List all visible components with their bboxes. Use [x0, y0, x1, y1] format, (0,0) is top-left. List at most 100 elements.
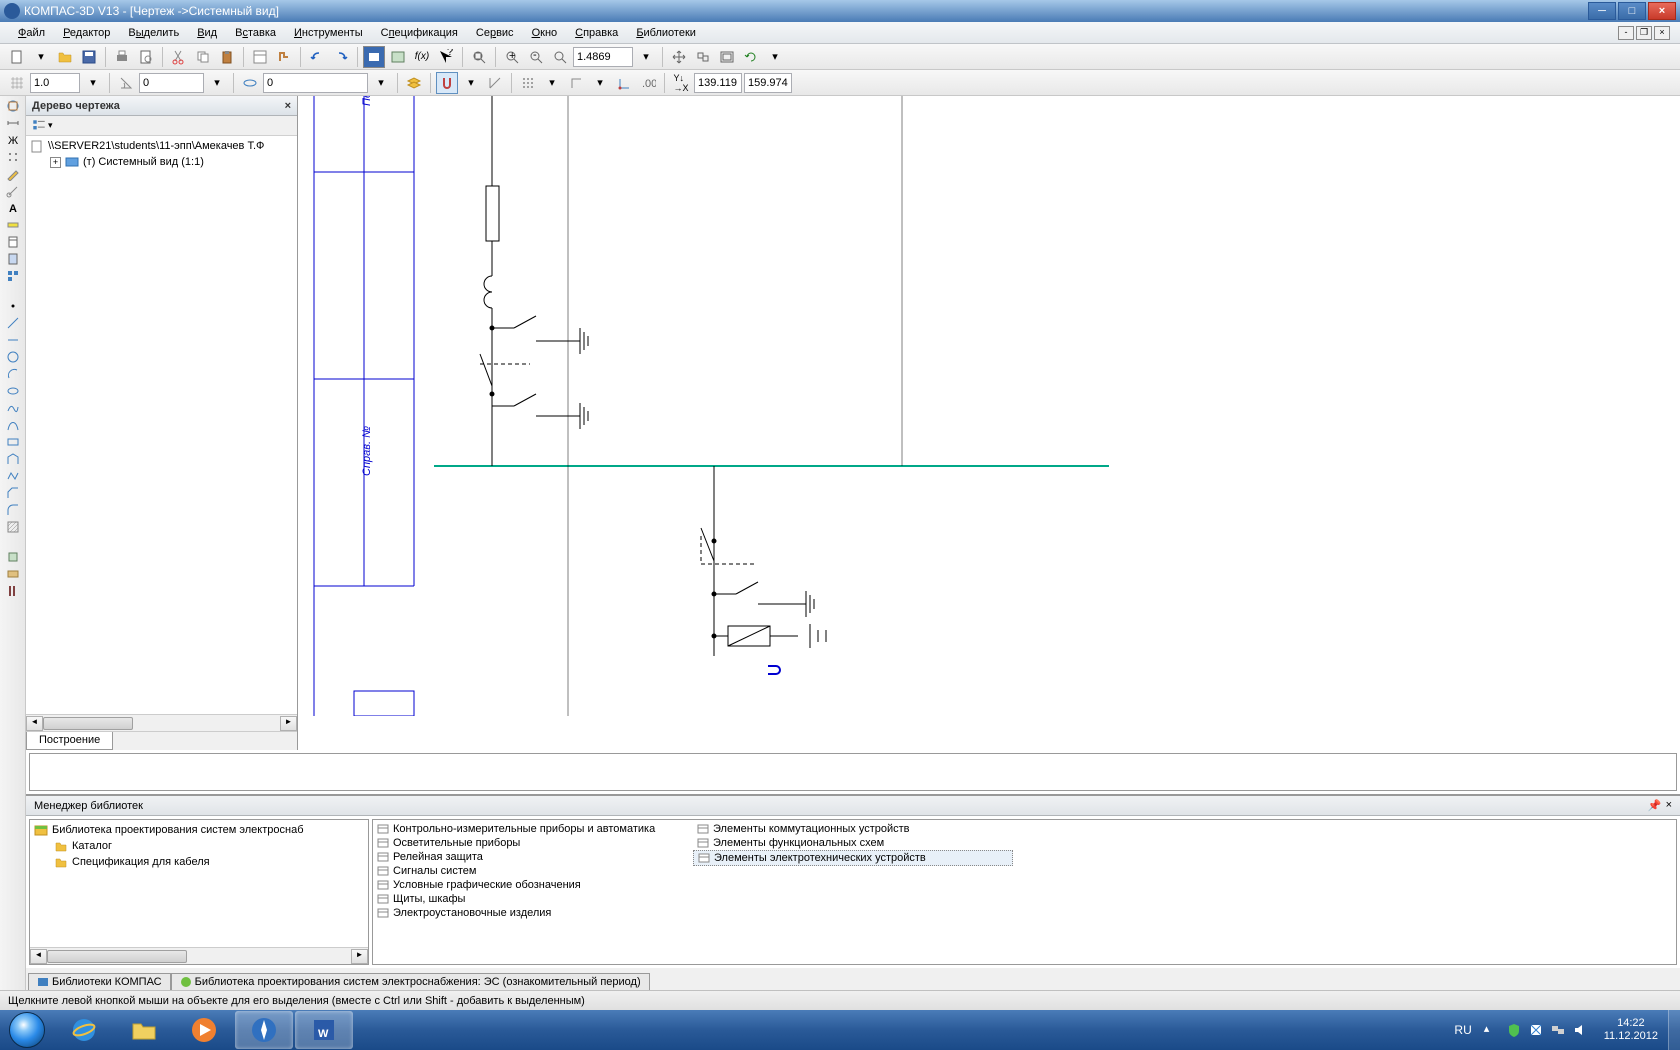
zoom-window-button[interactable] — [549, 46, 571, 68]
ortho-button[interactable] — [565, 72, 587, 94]
open-button[interactable] — [54, 46, 76, 68]
tree-scroll-left[interactable]: ◄ — [26, 716, 43, 731]
lib-tool[interactable] — [2, 583, 24, 599]
mdi-minimize-button[interactable]: - — [1618, 26, 1634, 40]
preview-button[interactable] — [135, 46, 157, 68]
properties-button[interactable] — [249, 46, 271, 68]
menu-Инструменты[interactable]: Инструменты — [286, 25, 371, 41]
redo-button[interactable] — [330, 46, 352, 68]
tray-clock[interactable]: 14:22 11.12.2012 — [1594, 1017, 1668, 1043]
libmgr-tree-item[interactable]: Каталог — [32, 838, 366, 854]
zoom-out-button[interactable]: - — [525, 46, 547, 68]
menu-Окно[interactable]: Окно — [524, 25, 566, 41]
hatch-tool[interactable] — [2, 519, 24, 535]
tree-close-button[interactable]: × — [285, 100, 291, 112]
designation-tool[interactable]: Ж — [2, 132, 24, 148]
angle-dropdown[interactable]: ▾ — [206, 72, 228, 94]
libmgr-pin-button[interactable]: 📌 — [1648, 799, 1662, 812]
tray-flag-icon[interactable] — [1528, 1022, 1544, 1038]
tree-expand-button[interactable]: + — [50, 157, 61, 168]
help-button[interactable]: ? — [435, 46, 457, 68]
start-button[interactable] — [0, 1010, 54, 1050]
tree-body[interactable]: \\SERVER21\students\11-эпп\Амекачев Т.Ф … — [26, 136, 297, 714]
refresh-dropdown-button[interactable]: ▾ — [764, 46, 786, 68]
libmgr-item[interactable]: Осветительные приборы — [373, 836, 693, 850]
bezier-tool[interactable] — [2, 417, 24, 433]
libmgr-item[interactable]: Релейная защита — [373, 850, 693, 864]
style-dropdown[interactable]: ▾ — [370, 72, 392, 94]
libmgr-item[interactable]: Щиты, шкафы — [373, 892, 693, 906]
libmgr-item[interactable]: Электроустановочные изделия — [373, 906, 693, 920]
print-button[interactable] — [111, 46, 133, 68]
zoom-input[interactable] — [573, 47, 633, 67]
libmgr-item[interactable]: Условные графические обозначения — [373, 878, 693, 892]
tree-scroll-right[interactable]: ► — [280, 716, 297, 731]
libmgr-item[interactable]: Сигналы систем — [373, 864, 693, 878]
menu-Файл[interactable]: Файл — [10, 25, 53, 41]
tree-scroll-track[interactable] — [43, 716, 280, 731]
menu-Сервис[interactable]: Сервис — [468, 25, 522, 41]
tree-tab[interactable]: Построение — [26, 732, 113, 750]
zoom-in-button[interactable]: + — [501, 46, 523, 68]
chamfer-tool[interactable] — [2, 485, 24, 501]
hline-tool[interactable] — [2, 332, 24, 348]
mdi-restore-button[interactable]: ❐ — [1636, 26, 1652, 40]
dimension-button[interactable] — [484, 72, 506, 94]
tray-up-icon[interactable]: ▴ — [1484, 1022, 1500, 1038]
zoom-prev-button[interactable] — [692, 46, 714, 68]
libmgr-item[interactable]: Контрольно-измерительные приборы и автом… — [373, 822, 693, 836]
tree-root-row[interactable]: \\SERVER21\students\11-эпп\Амекачев Т.Ф — [28, 138, 295, 154]
cut-button[interactable] — [168, 46, 190, 68]
libmgr-close-button[interactable]: × — [1666, 799, 1672, 812]
grid-button[interactable] — [517, 72, 539, 94]
libmgr-tab-1[interactable]: Библиотеки КОМПАС — [28, 973, 171, 990]
spline-tool[interactable] — [2, 400, 24, 416]
step-input[interactable] — [30, 73, 80, 93]
grid-dropdown[interactable]: ▾ — [541, 72, 563, 94]
report-tool[interactable] — [2, 251, 24, 267]
copy-props-button[interactable] — [273, 46, 295, 68]
snap-button[interactable] — [436, 72, 458, 94]
libmgr-scroll-track[interactable] — [47, 949, 351, 964]
menu-Библиотеки[interactable]: Библиотеки — [628, 25, 704, 41]
zoom-dropdown-button[interactable]: ▾ — [635, 46, 657, 68]
copy-button[interactable] — [192, 46, 214, 68]
menu-Выделить[interactable]: Выделить — [120, 25, 187, 41]
close-button[interactable]: × — [1648, 2, 1676, 20]
geometry-tool[interactable] — [2, 98, 24, 114]
snap-dropdown[interactable]: ▾ — [460, 72, 482, 94]
arc-tool[interactable] — [2, 366, 24, 382]
circle-tool[interactable] — [2, 349, 24, 365]
pan-button[interactable] — [668, 46, 690, 68]
poly-tool[interactable] — [2, 451, 24, 467]
libmgr-scroll-right[interactable]: ► — [351, 949, 368, 964]
libmgr-item[interactable]: Элементы электротехнических устройств — [693, 850, 1013, 866]
edit-tool[interactable] — [2, 166, 24, 182]
spec-tool[interactable] — [2, 234, 24, 250]
new-button[interactable] — [6, 46, 28, 68]
libmgr-tree-item[interactable]: Спецификация для кабеля — [32, 854, 366, 870]
libmgr-item[interactable]: Элементы функциональных схем — [693, 836, 1013, 850]
dimensions-tool[interactable] — [2, 115, 24, 131]
fx-button[interactable]: f(x) — [411, 46, 433, 68]
menu-Вид[interactable]: Вид — [189, 25, 225, 41]
refresh-button[interactable] — [740, 46, 762, 68]
views-tool[interactable] — [2, 268, 24, 284]
zoom-all-button[interactable] — [716, 46, 738, 68]
task-kompas[interactable] — [235, 1011, 293, 1049]
macro-tool[interactable] — [2, 566, 24, 582]
menu-Вставка[interactable]: Вставка — [227, 25, 284, 41]
tree-view-row[interactable]: + (т) Системный вид (1:1) — [28, 154, 295, 170]
symbol-tool[interactable] — [2, 149, 24, 165]
ortho-dropdown[interactable]: ▾ — [589, 72, 611, 94]
insert-tool[interactable] — [2, 549, 24, 565]
coord-x-input[interactable] — [694, 73, 742, 93]
minimize-button[interactable]: ─ — [1588, 2, 1616, 20]
undo-button[interactable] — [306, 46, 328, 68]
angle-input[interactable] — [139, 73, 204, 93]
libmgr-tab-2[interactable]: Библиотека проектирования систем электро… — [171, 973, 650, 990]
tray-shield-icon[interactable] — [1506, 1022, 1522, 1038]
round-button[interactable]: .00 — [637, 72, 659, 94]
task-word[interactable]: W — [295, 1011, 353, 1049]
task-ie[interactable] — [55, 1011, 113, 1049]
